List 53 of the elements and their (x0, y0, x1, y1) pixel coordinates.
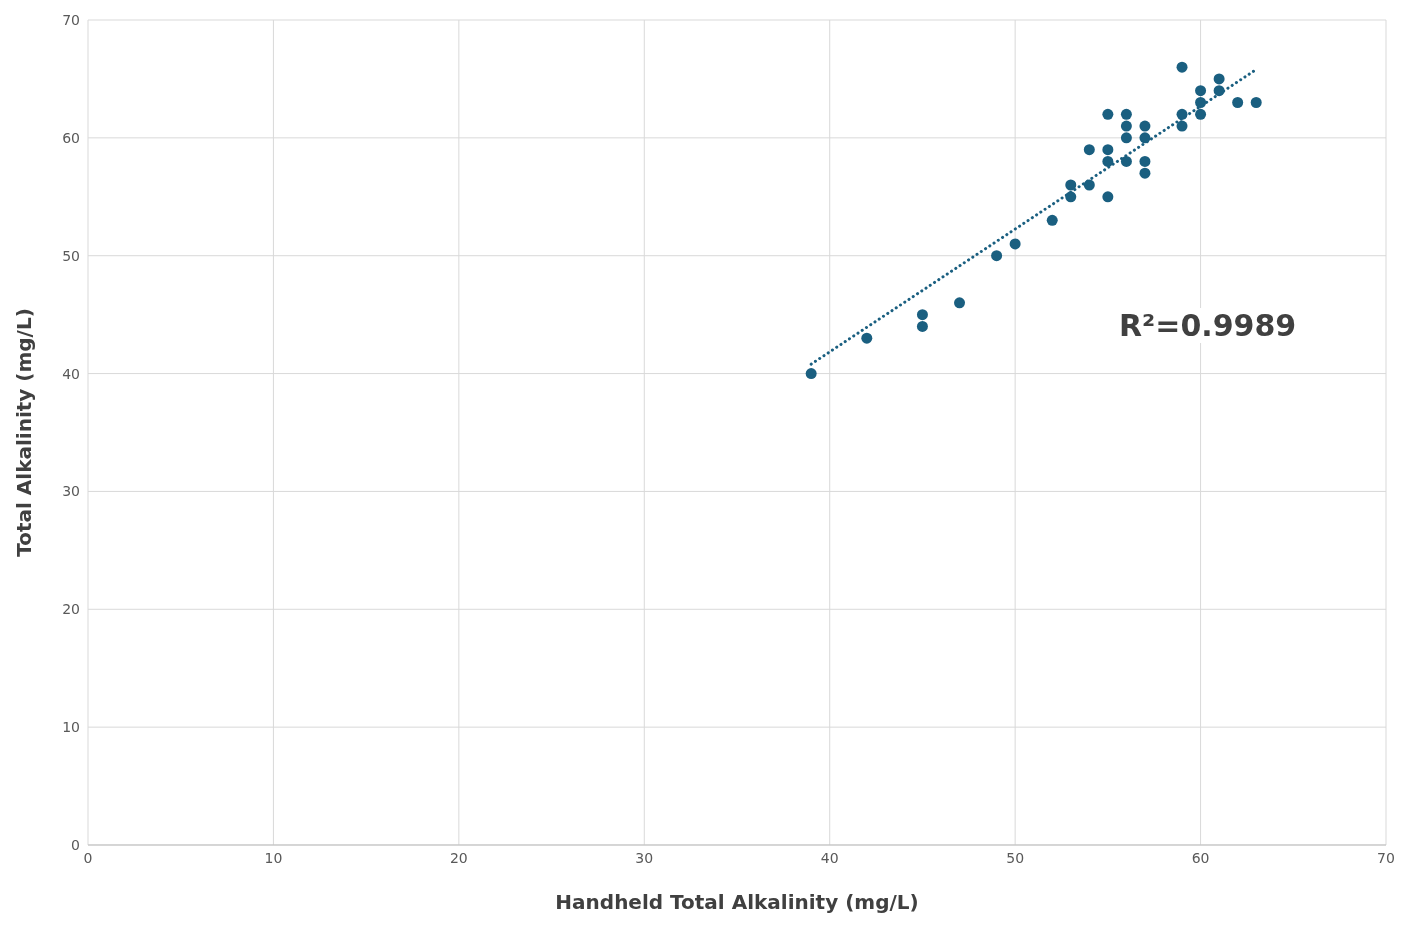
point (1065, 191, 1077, 203)
x-tick-label: 10 (264, 849, 283, 866)
y-tick-label: 50 (62, 247, 80, 264)
x-tick-label: 50 (1006, 849, 1025, 866)
point (1083, 144, 1095, 156)
x-tick-label: 40 (820, 849, 839, 866)
y-tick-label: 0 (71, 836, 80, 853)
point (861, 332, 873, 344)
point (991, 250, 1003, 262)
point (1176, 108, 1188, 120)
point (1139, 120, 1151, 132)
point (1120, 120, 1132, 132)
point (1120, 155, 1132, 167)
y-tick-label: 70 (62, 11, 80, 28)
point (1195, 85, 1207, 97)
point (1102, 144, 1114, 156)
y-tick-label: 30 (62, 483, 80, 500)
x-tick-label: 60 (1191, 849, 1210, 866)
point (1102, 108, 1114, 120)
x-tick-label: 30 (635, 849, 654, 866)
point (954, 297, 966, 309)
annotation: R²=0.9989 (1113, 308, 1303, 343)
point (1176, 120, 1188, 132)
point (805, 368, 817, 380)
x-tick-label: 70 (1377, 849, 1395, 866)
point (1139, 132, 1151, 144)
point (916, 309, 928, 321)
y-tick-label: 10 (62, 719, 80, 736)
x-axis-title: Handheld Total Alkalinity (mg/L) (555, 890, 919, 914)
point (1046, 214, 1058, 226)
point (1139, 167, 1151, 179)
point (1083, 179, 1095, 191)
point (1009, 238, 1021, 250)
point (1102, 155, 1114, 167)
point (1195, 108, 1207, 120)
point (1102, 191, 1114, 203)
y-tick-label: 20 (62, 601, 80, 618)
point (1232, 97, 1244, 108)
y-tick-label: 60 (62, 129, 80, 146)
y-axis-title: Total Alkalinity (mg/L) (12, 308, 37, 557)
x-tick-label: 0 (83, 849, 93, 866)
point (1195, 97, 1207, 108)
point (1065, 179, 1077, 191)
point (1120, 132, 1132, 144)
x-tick-label: 20 (449, 849, 468, 866)
point (1120, 108, 1132, 120)
y-tick-label: 40 (62, 365, 80, 382)
point (1176, 61, 1188, 73)
point (1250, 97, 1262, 108)
point (1213, 85, 1225, 97)
point (916, 320, 928, 332)
point (1139, 155, 1151, 167)
point (1213, 73, 1225, 85)
